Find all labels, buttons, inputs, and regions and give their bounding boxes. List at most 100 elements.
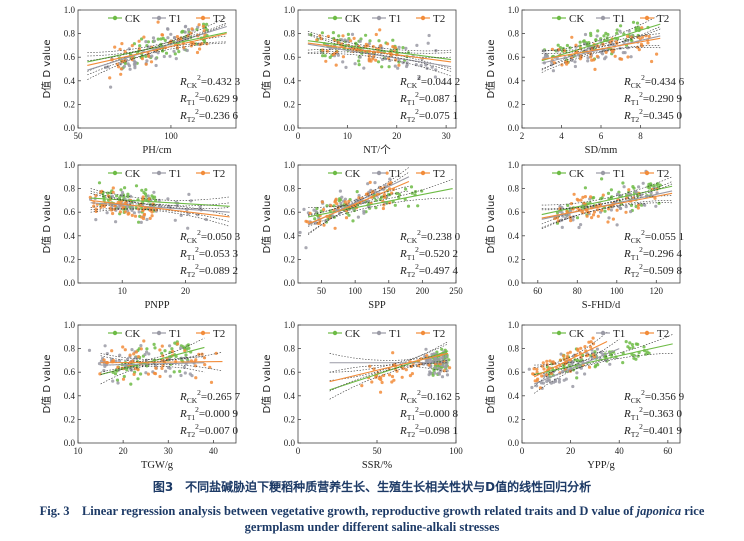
r-squared-ck: RCK2=0.434 6	[623, 73, 685, 90]
data-point-t2	[160, 344, 164, 348]
data-point-ck	[619, 24, 623, 28]
y-tick-label: 0.0	[284, 123, 296, 133]
x-tick-label: 4	[559, 131, 564, 141]
data-point-ck	[146, 40, 150, 44]
data-point-t1	[419, 63, 423, 68]
data-point-t2	[549, 371, 554, 376]
data-point-t1	[144, 371, 148, 375]
r-squared-t1: RT12=0.053 3	[179, 245, 239, 262]
data-point-t1	[174, 57, 178, 61]
confidence-band-ck	[534, 334, 673, 366]
y-axis-label: D值 D value	[260, 354, 273, 413]
data-point-ck	[170, 347, 174, 351]
data-point-t1	[183, 25, 187, 29]
data-point-t1	[97, 362, 102, 366]
data-point-t2	[320, 200, 324, 204]
data-point-ck	[395, 191, 399, 196]
r-squared-ck: RCK2=0.432 3	[179, 73, 241, 90]
data-point-t1	[430, 65, 434, 69]
legend-marker	[420, 330, 426, 336]
data-point-t2	[427, 363, 431, 367]
data-point-t2	[343, 200, 347, 204]
data-point-t1	[139, 344, 143, 348]
legend-label-ck: CK	[345, 13, 360, 25]
data-point-t1	[168, 344, 172, 348]
r-squared-t1: RT12=0.000 8	[399, 405, 459, 422]
data-point-t2	[148, 216, 152, 220]
legend-marker	[376, 170, 382, 176]
data-point-ck	[416, 204, 420, 208]
data-point-ck	[624, 340, 628, 344]
y-tick-label: 1.0	[284, 5, 296, 15]
data-point-t2	[596, 208, 600, 212]
data-point-ck	[410, 191, 414, 195]
data-point-t1	[120, 190, 125, 195]
data-point-t2	[408, 374, 412, 378]
data-point-t2	[120, 42, 124, 46]
legend-label-t2: T2	[657, 328, 669, 340]
data-point-t2	[357, 196, 361, 200]
data-point-ck	[143, 198, 148, 202]
r-squared-ck: RCK2=0.238 0	[399, 228, 461, 245]
r-squared-t2: RT22=0.089 2	[179, 262, 238, 279]
data-point-t2	[593, 67, 597, 71]
data-point-t2	[149, 60, 154, 64]
x-tick-label: 50	[317, 286, 327, 296]
data-point-t2	[541, 361, 545, 365]
data-point-t2	[118, 210, 122, 214]
data-point-ck	[320, 31, 324, 35]
data-point-t1	[649, 191, 653, 195]
x-tick-label: 6	[599, 131, 604, 141]
confidence-band-ck	[541, 14, 661, 52]
data-point-t1	[568, 209, 573, 213]
legend-label-t2: T2	[213, 328, 225, 340]
data-point-ck	[603, 209, 607, 213]
y-tick-label: 0.4	[64, 391, 76, 401]
data-point-t1	[414, 63, 418, 67]
x-tick-label: 2	[520, 131, 525, 141]
x-tick-label: 60	[663, 446, 673, 456]
data-point-t2	[611, 217, 616, 221]
data-point-t2	[379, 375, 383, 379]
confidence-band-t2	[87, 23, 227, 57]
legend-marker	[556, 330, 562, 336]
data-point-t2	[592, 210, 597, 214]
regression-line-t2	[541, 192, 673, 219]
legend-label-ck: CK	[125, 168, 140, 180]
data-point-t1	[396, 66, 400, 70]
data-point-t1	[535, 384, 539, 388]
data-point-t2	[190, 27, 194, 31]
data-point-t2	[582, 201, 586, 205]
data-point-t1	[190, 374, 194, 378]
data-point-ck	[132, 42, 136, 46]
data-point-t2	[555, 366, 559, 370]
data-point-t1	[179, 373, 183, 378]
data-point-t1	[415, 43, 419, 48]
data-point-t2	[555, 216, 560, 220]
data-point-ck	[642, 345, 646, 349]
data-point-t1	[437, 371, 441, 375]
data-point-t2	[382, 203, 386, 207]
data-point-t2	[590, 58, 594, 62]
data-point-ck	[600, 177, 604, 181]
confidence-band-t2	[100, 364, 223, 373]
data-point-t2	[94, 207, 98, 211]
data-point-t2	[133, 367, 137, 371]
data-point-t2	[637, 48, 641, 52]
data-point-ck	[380, 65, 384, 69]
x-axis-label: YPP/g	[587, 460, 615, 471]
data-point-ck	[345, 211, 349, 215]
confidence-band-t2	[90, 190, 230, 209]
data-point-t1	[154, 63, 158, 68]
data-point-t1	[637, 185, 641, 189]
legend: CK T1 T2	[328, 168, 445, 180]
data-point-ck	[568, 46, 572, 50]
data-point-t2	[636, 203, 641, 207]
data-point-t1	[433, 366, 437, 370]
data-point-t2	[566, 351, 570, 355]
data-point-ck	[565, 43, 570, 48]
data-point-t1	[302, 207, 306, 211]
data-point-t1	[617, 205, 621, 209]
